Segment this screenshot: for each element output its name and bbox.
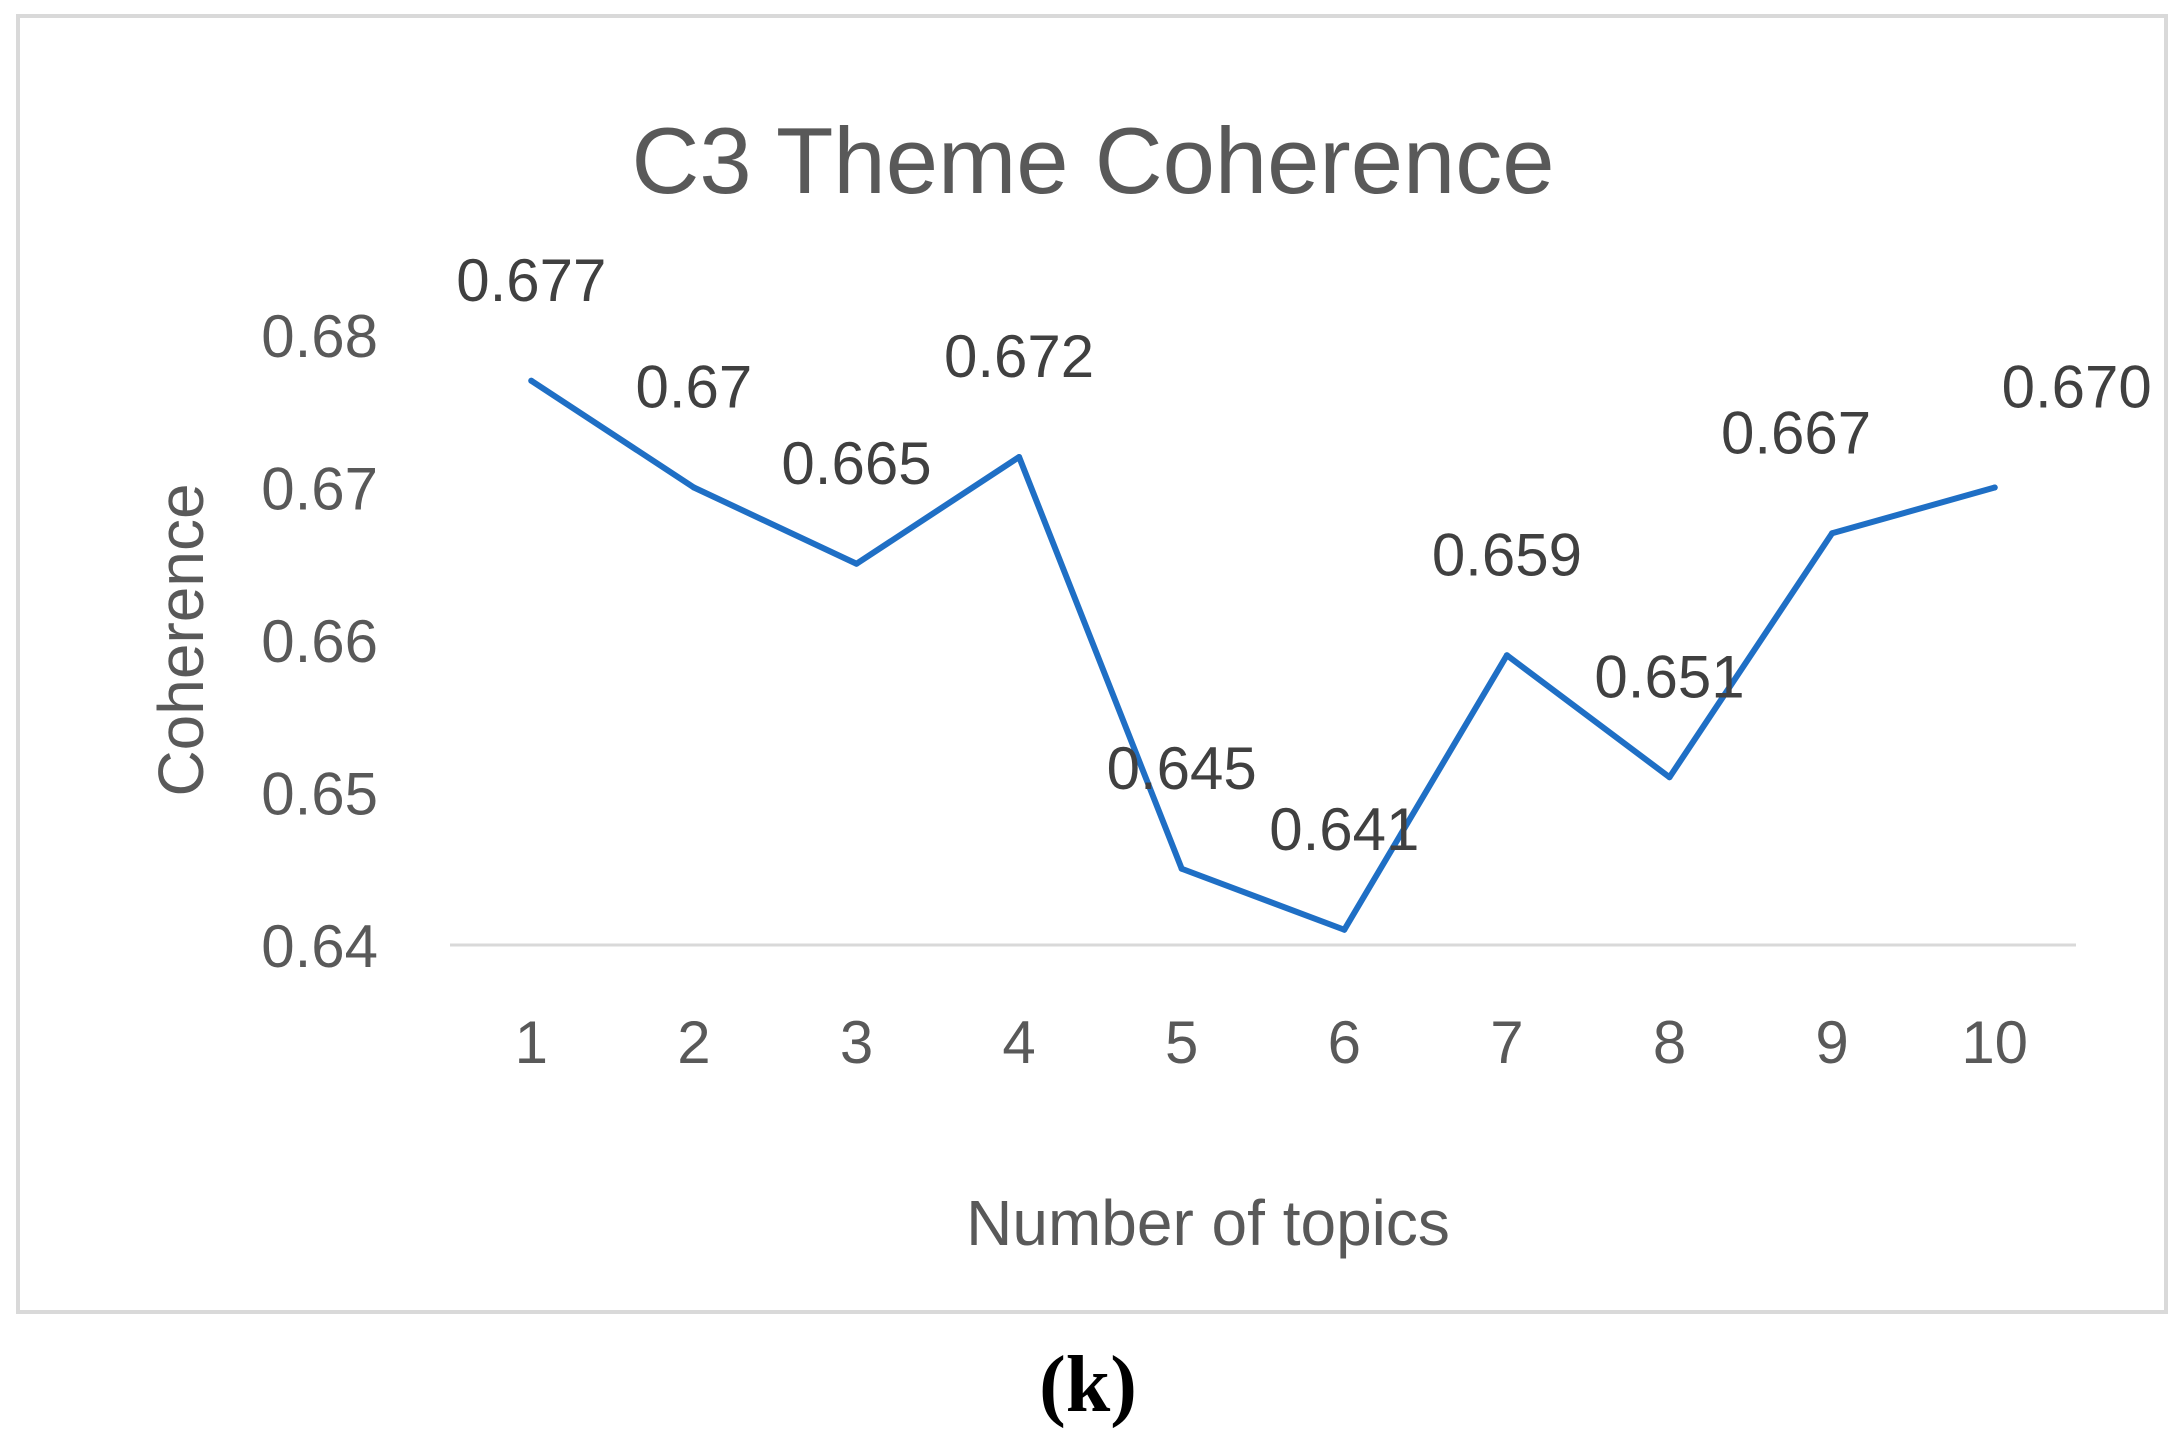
- x-tick-label: 7: [1490, 1009, 1523, 1076]
- data-label: 0.659: [1432, 521, 1582, 588]
- x-tick-label: 1: [515, 1009, 548, 1076]
- x-tick-label: 3: [840, 1009, 873, 1076]
- x-tick-label: 2: [677, 1009, 710, 1076]
- data-label: 0.645: [1107, 735, 1257, 802]
- data-label: 0.651: [1594, 643, 1744, 710]
- chart-frame: [16, 14, 2168, 1314]
- data-point: [1829, 530, 1836, 537]
- series-coherence: [528, 377, 1998, 933]
- y-tick-label: 0.68: [261, 303, 378, 370]
- x-tick-label: 5: [1165, 1009, 1198, 1076]
- data-point: [690, 484, 697, 491]
- chart-title: C3 Theme Coherence: [631, 108, 1554, 213]
- data-label: 0.67: [636, 354, 753, 421]
- x-tick-label: 4: [1002, 1009, 1035, 1076]
- data-label: 0.641: [1269, 796, 1419, 863]
- data-point: [1991, 484, 1998, 491]
- data-point: [1666, 774, 1673, 781]
- x-tick-label: 8: [1653, 1009, 1686, 1076]
- data-label: 0.672: [944, 323, 1094, 390]
- data-point: [1503, 652, 1510, 659]
- data-label: 0.665: [781, 430, 931, 497]
- data-label: 0.670: [2002, 354, 2152, 421]
- data-point: [1341, 926, 1348, 933]
- y-tick-label: 0.64: [261, 913, 378, 980]
- x-tick-label: 6: [1328, 1009, 1361, 1076]
- series-line: [528, 377, 1998, 933]
- x-tick-labels: 1 2 3 4 5 6 7 8 9 10: [515, 1009, 2028, 1076]
- data-point: [853, 560, 860, 567]
- x-tick-label: 10: [1961, 1009, 2028, 1076]
- y-tick-label: 0.66: [261, 608, 378, 675]
- y-axis-label: Coherence: [145, 483, 217, 796]
- y-tick-label: 0.67: [261, 456, 378, 523]
- data-point: [528, 377, 535, 384]
- y-tick-labels: 0.64 0.65 0.66 0.67 0.68: [261, 303, 378, 980]
- panel-label: (k): [1039, 1341, 1137, 1429]
- data-label: 0.677: [456, 247, 606, 314]
- data-point: [1178, 865, 1185, 872]
- data-point: [1016, 454, 1023, 460]
- x-tick-label: 9: [1815, 1009, 1848, 1076]
- data-label: 0.667: [1721, 399, 1871, 466]
- x-axis-label: Number of topics: [966, 1187, 1450, 1259]
- y-tick-label: 0.65: [261, 761, 378, 828]
